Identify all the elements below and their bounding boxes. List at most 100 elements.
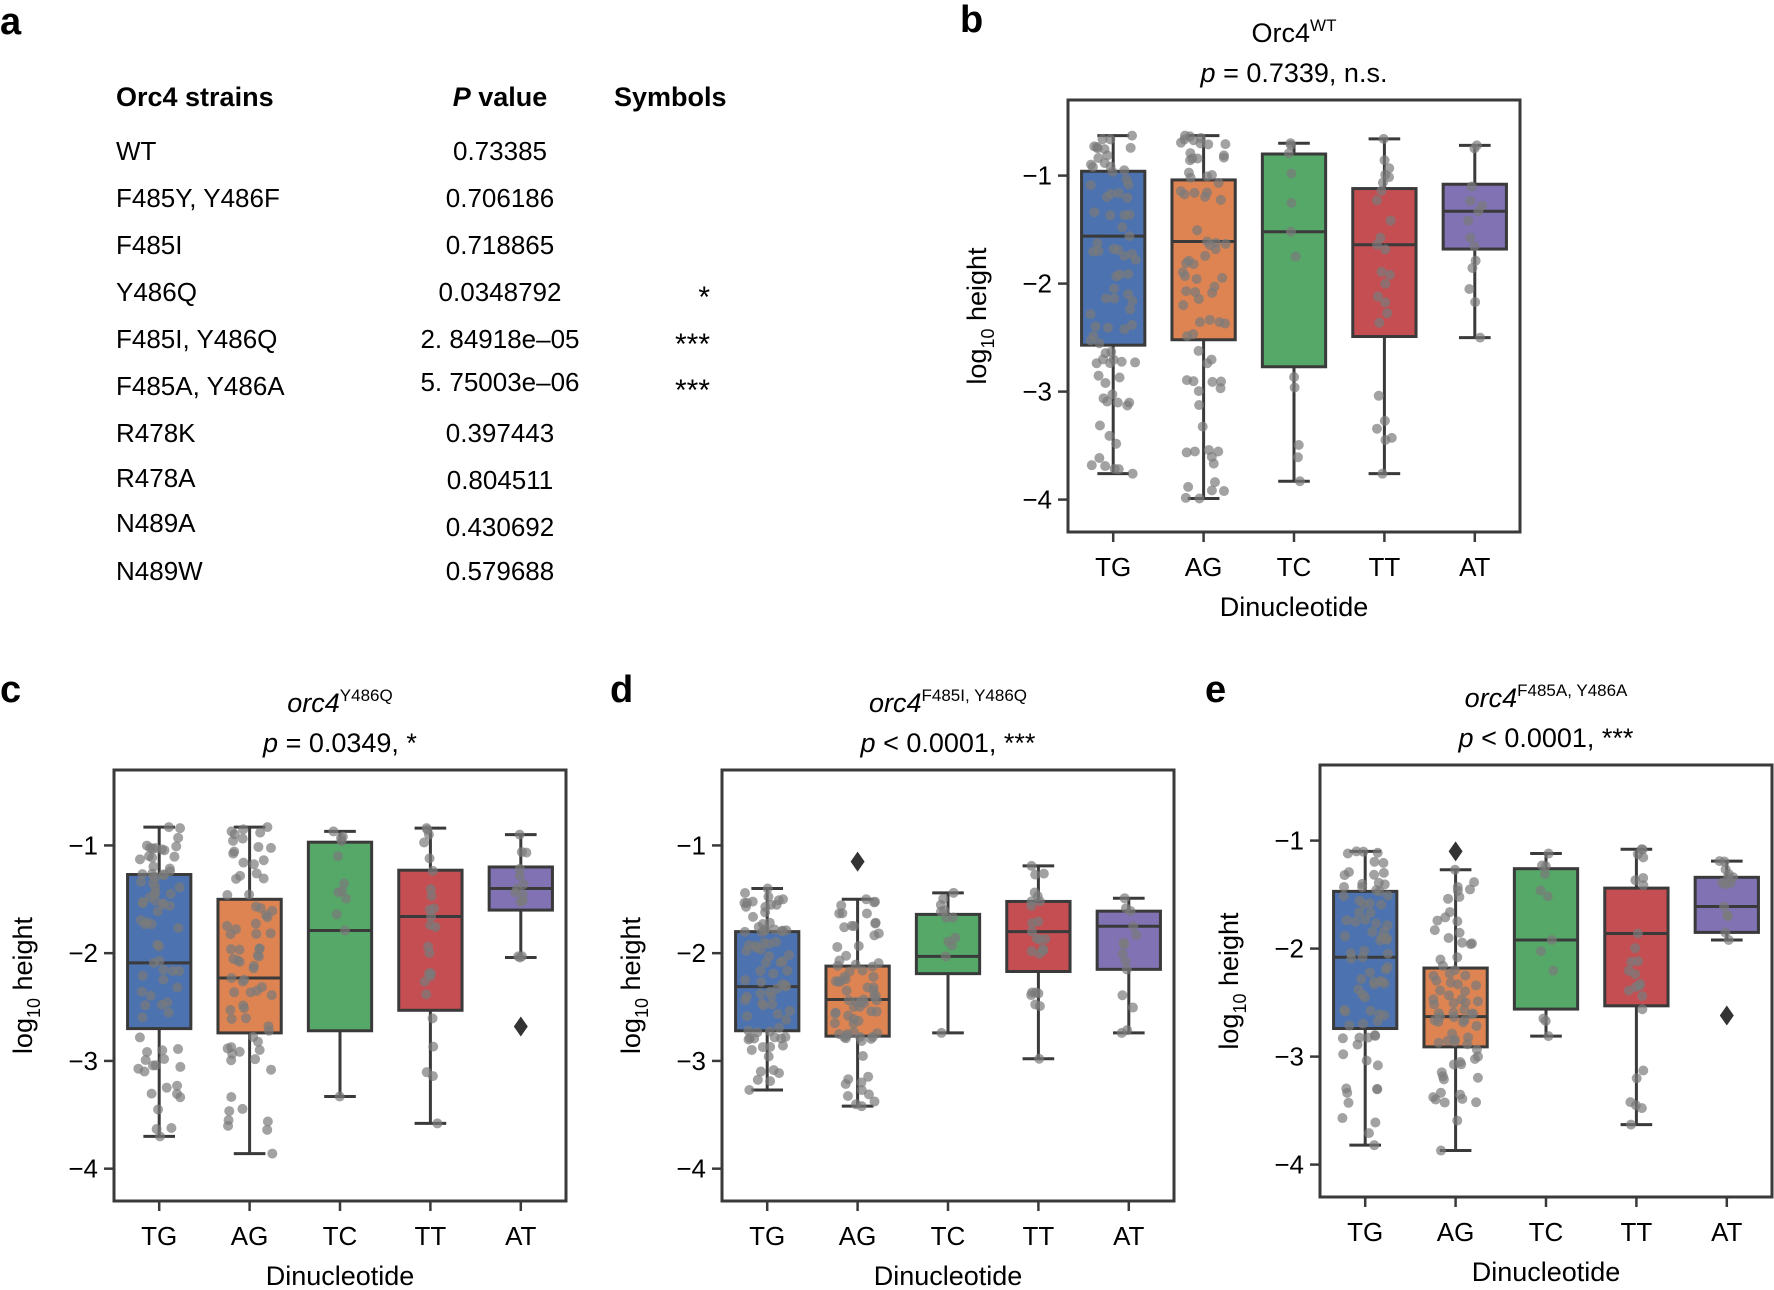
data-point — [135, 854, 146, 865]
box-tt — [1351, 133, 1418, 479]
data-point — [1339, 881, 1350, 892]
data-point — [842, 1091, 853, 1102]
data-point — [136, 876, 147, 887]
x-axis-label: Dinucleotide — [1472, 1257, 1621, 1287]
y-tick-label: −1 — [68, 830, 98, 860]
data-point — [1384, 269, 1395, 280]
data-point — [1458, 1017, 1469, 1028]
data-point — [174, 882, 185, 893]
data-point — [1369, 1140, 1380, 1151]
data-point — [1193, 345, 1204, 356]
data-point — [1097, 134, 1108, 145]
data-point — [225, 1005, 236, 1016]
data-point — [1466, 1009, 1477, 1020]
data-point — [1337, 1113, 1348, 1124]
data-point — [1540, 869, 1551, 880]
data-point — [1089, 207, 1100, 218]
x-tick-label: AT — [505, 1221, 536, 1251]
box-tg — [1332, 846, 1399, 1151]
data-point — [1460, 970, 1471, 981]
data-point — [265, 928, 276, 939]
data-point — [334, 1091, 345, 1102]
data-point — [1372, 291, 1383, 302]
data-point — [1358, 846, 1369, 857]
data-point — [948, 887, 959, 898]
data-point — [1113, 188, 1124, 199]
strain-name: F485I — [116, 230, 183, 260]
data-point — [148, 861, 159, 872]
data-point — [1106, 188, 1117, 199]
data-point — [333, 887, 344, 898]
data-point — [1102, 150, 1113, 161]
data-point — [1121, 174, 1132, 185]
strip-points — [739, 883, 795, 1096]
data-point — [429, 903, 440, 914]
data-point — [238, 824, 249, 835]
data-point — [1119, 250, 1130, 261]
panel-e: e orc4F485A, Y486A p < 0.0001, *** −1 −2 −3 −… — [1205, 669, 1774, 1287]
data-point — [1376, 266, 1387, 277]
data-point — [1471, 1020, 1482, 1031]
data-point — [248, 1031, 259, 1042]
data-point — [1465, 195, 1476, 206]
strip-points — [328, 826, 352, 1102]
data-point — [771, 899, 782, 910]
data-point — [1183, 481, 1194, 492]
data-point — [1535, 946, 1546, 957]
data-point — [1720, 879, 1731, 890]
data-point — [752, 1074, 763, 1085]
y-label-height: height — [8, 916, 38, 998]
y-label-log: log — [1214, 1014, 1244, 1050]
data-point — [1540, 861, 1551, 872]
data-point — [250, 901, 261, 912]
strip-points — [222, 822, 278, 1159]
data-point — [423, 829, 434, 840]
data-point — [255, 827, 266, 838]
data-point — [1286, 168, 1297, 179]
data-point — [1469, 877, 1480, 888]
data-point — [1215, 194, 1226, 205]
data-point — [430, 921, 441, 932]
data-point — [856, 1035, 867, 1046]
data-point — [419, 976, 430, 987]
data-point — [1033, 916, 1044, 927]
data-point — [1382, 948, 1393, 959]
data-point — [1100, 348, 1111, 359]
data-point — [1377, 468, 1388, 479]
data-point — [1214, 317, 1225, 328]
data-point — [832, 941, 843, 952]
data-point — [740, 995, 751, 1006]
data-point — [843, 1074, 854, 1085]
data-point — [1220, 139, 1231, 150]
data-point — [1191, 273, 1202, 284]
data-point — [936, 1027, 947, 1038]
data-point — [1026, 946, 1037, 957]
data-point — [173, 1044, 184, 1055]
y-tick-label: −1 — [1274, 826, 1304, 856]
data-point — [784, 1005, 795, 1016]
data-point — [781, 1014, 792, 1025]
header-symbols: Symbols — [614, 82, 727, 112]
data-point — [153, 1104, 164, 1115]
data-point — [1369, 869, 1380, 880]
y-tick-label: −3 — [1274, 1042, 1304, 1072]
data-point — [1471, 980, 1482, 991]
data-point — [1457, 937, 1468, 948]
outlier-marker — [1448, 841, 1463, 862]
data-point — [263, 1025, 274, 1036]
data-point — [757, 998, 768, 1009]
data-point — [1101, 293, 1112, 304]
strain-name: R478K — [116, 418, 196, 448]
chart-title-pvalue: p = 0.7339, n.s. — [1200, 58, 1388, 88]
data-point — [1454, 891, 1465, 902]
data-point — [1723, 934, 1734, 945]
data-point — [1380, 278, 1391, 289]
data-point — [1026, 900, 1037, 911]
data-point — [1125, 304, 1136, 315]
box-body — [306, 840, 374, 1033]
data-point — [1204, 314, 1215, 325]
data-point — [1638, 872, 1649, 883]
data-point — [1177, 267, 1188, 278]
data-point — [250, 1054, 261, 1065]
data-point — [765, 1076, 776, 1087]
